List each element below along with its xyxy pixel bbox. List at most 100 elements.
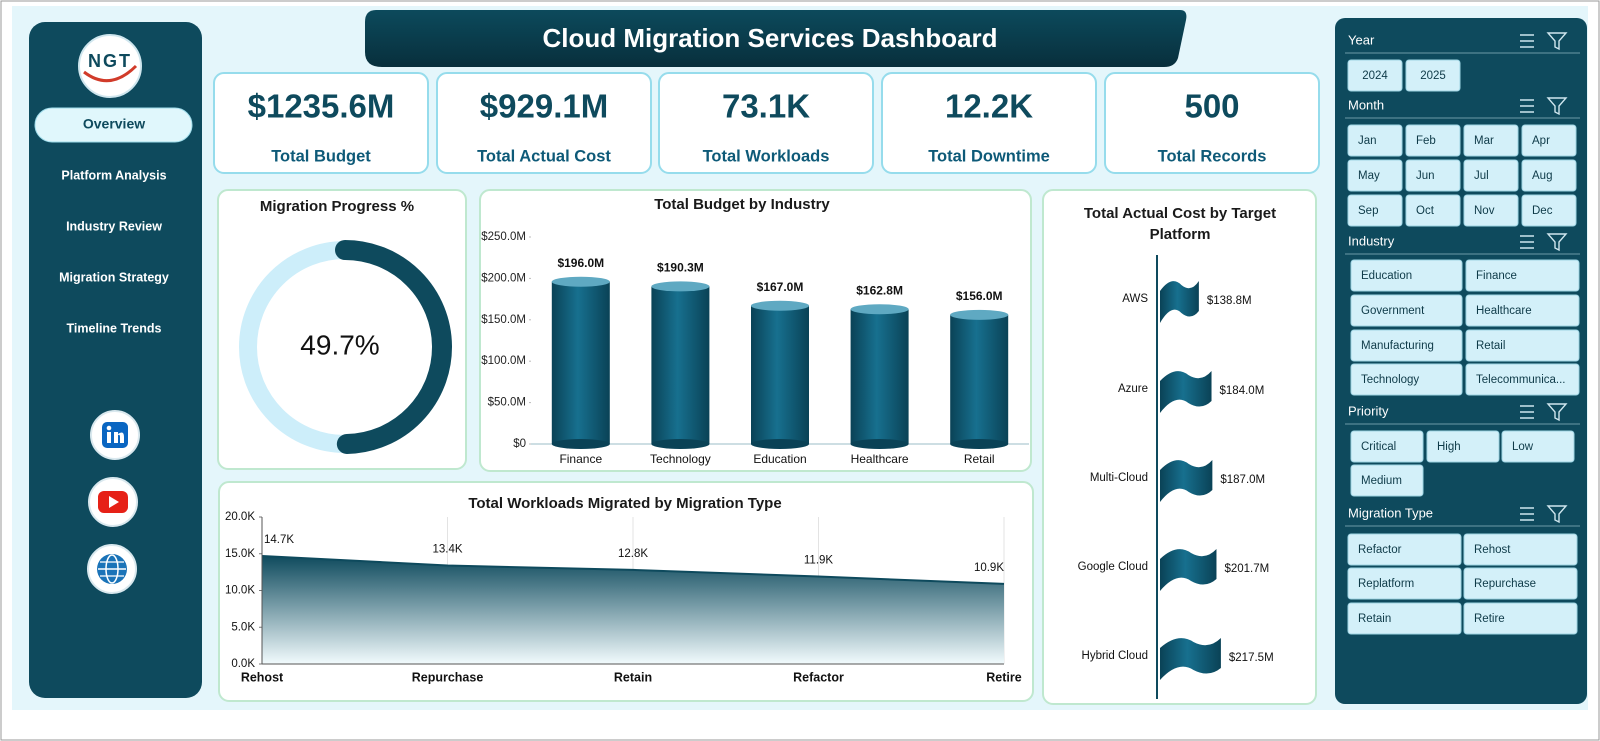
slicer-item[interactable]: Medium — [1361, 475, 1402, 487]
kpi-label: Total Actual Cost — [477, 147, 611, 165]
slicer-item[interactable]: Rehost — [1474, 544, 1511, 556]
kpi-label: Total Workloads — [703, 147, 830, 165]
nav-item[interactable]: Timeline Trends — [67, 321, 162, 335]
slicer-item[interactable]: Retain — [1358, 613, 1391, 625]
slicer-item[interactable]: High — [1437, 441, 1461, 453]
slicer-item[interactable]: Dec — [1532, 205, 1553, 217]
logo — [78, 34, 142, 98]
chart-title: Total Workloads Migrated by Migration Ty… — [468, 495, 781, 512]
slicer-button[interactable] — [1463, 567, 1578, 600]
slicer-button[interactable] — [1465, 329, 1580, 362]
slicer-button[interactable] — [1350, 430, 1424, 463]
slicer-item[interactable]: Nov — [1474, 205, 1495, 217]
bar-cap — [751, 300, 809, 311]
slicer-button[interactable] — [1521, 159, 1577, 192]
slicer-button[interactable] — [1347, 159, 1403, 192]
bar-cap — [950, 309, 1009, 320]
slicer-item[interactable]: 2025 — [1420, 70, 1446, 82]
slicer-item[interactable]: Technology — [1361, 374, 1419, 386]
chart-title-box: Total Actual Cost by Target Platform — [1084, 205, 1276, 243]
clear-filter-icon[interactable] — [1546, 97, 1568, 116]
slicer-item[interactable]: Telecommunica... — [1476, 374, 1565, 386]
slicer-button[interactable] — [1347, 194, 1403, 227]
slicer-item[interactable]: Retail — [1476, 340, 1505, 352]
slicer-button[interactable] — [1426, 430, 1500, 463]
slicer-button[interactable] — [1405, 194, 1461, 227]
slicer-button[interactable] — [1463, 194, 1519, 227]
slicer-item[interactable]: Replatform — [1358, 578, 1414, 590]
slicer-button[interactable] — [1347, 602, 1462, 635]
y-tick-label: 5.0K — [231, 621, 255, 633]
slicer-button[interactable] — [1405, 124, 1461, 157]
bar — [1160, 460, 1213, 502]
slicer-item[interactable]: Oct — [1416, 205, 1435, 217]
linkedin-i — [107, 432, 111, 443]
slicer-button[interactable] — [1521, 124, 1577, 157]
kpi-value: $929.1M — [480, 88, 608, 125]
slicer-button[interactable] — [1350, 259, 1463, 292]
slicer-button[interactable] — [1465, 363, 1580, 396]
data-label: 10.9K — [974, 562, 1004, 574]
slicer-item[interactable]: Feb — [1416, 135, 1436, 147]
slicer-item[interactable]: May — [1358, 170, 1380, 182]
slicer-item[interactable]: Healthcare — [1476, 305, 1532, 317]
data-label: $138.8M — [1207, 295, 1252, 307]
slicer-item[interactable]: Apr — [1532, 135, 1550, 147]
slicer-item[interactable]: Low — [1512, 441, 1534, 453]
clear-filter-icon[interactable] — [1546, 32, 1568, 51]
data-label: $184.0M — [1220, 385, 1265, 397]
slicer-item[interactable]: Critical — [1361, 441, 1396, 453]
nav-active-pill — [34, 107, 193, 143]
slicer-button[interactable] — [1463, 533, 1578, 566]
slicer-button[interactable] — [1347, 124, 1403, 157]
slicer-button[interactable] — [1347, 533, 1462, 566]
slicer-button[interactable] — [1405, 159, 1461, 192]
slicer-button[interactable] — [1501, 430, 1575, 463]
nav-item[interactable]: Industry Review — [66, 219, 162, 233]
slicer-item[interactable]: Repurchase — [1474, 578, 1536, 590]
nav-item[interactable]: Overview — [83, 116, 145, 132]
slicer-item[interactable]: Retire — [1474, 613, 1505, 625]
slicer-item[interactable]: Jan — [1358, 135, 1377, 147]
slicer-button[interactable] — [1465, 259, 1580, 292]
slicer-button[interactable] — [1350, 294, 1463, 327]
y-tick-label: Hybrid Cloud — [1082, 650, 1148, 662]
clear-filter-icon[interactable] — [1546, 505, 1568, 524]
kpi-value: 500 — [1184, 88, 1239, 125]
slicer-button[interactable] — [1463, 602, 1578, 635]
x-tick-label: Retain — [614, 670, 652, 684]
slicer-item[interactable]: Manufacturing — [1361, 340, 1434, 352]
slicer-item[interactable]: Refactor — [1358, 544, 1402, 556]
slicer-button[interactable] — [1465, 294, 1580, 327]
slicer-title: Year — [1348, 32, 1375, 47]
slicer-item[interactable]: Finance — [1476, 270, 1517, 282]
nav-item[interactable]: Platform Analysis — [61, 168, 166, 182]
slicer-button[interactable] — [1347, 59, 1403, 92]
slicer-button[interactable] — [1463, 159, 1519, 192]
slicer-item[interactable]: Mar — [1474, 135, 1494, 147]
y-tick-label: 20.0K — [225, 511, 255, 523]
slicer-button[interactable] — [1521, 194, 1577, 227]
slicer-button[interactable] — [1350, 464, 1424, 497]
slicer-button[interactable] — [1405, 59, 1461, 92]
logo-text: NGT — [88, 51, 132, 71]
slicer-item[interactable]: Jun — [1416, 170, 1435, 182]
clear-filter-icon[interactable] — [1546, 233, 1568, 252]
y-tick-label: $100.0M — [481, 355, 526, 367]
slicer-item[interactable]: Education — [1361, 270, 1412, 282]
slicer-button[interactable] — [1347, 567, 1462, 600]
slicer-item[interactable]: 2024 — [1362, 70, 1388, 82]
bar-base — [651, 439, 710, 449]
slicer-item[interactable]: Government — [1361, 305, 1425, 317]
data-label: $162.8M — [856, 283, 903, 297]
slicer-item[interactable]: Aug — [1532, 170, 1552, 182]
slicer-button[interactable] — [1463, 124, 1519, 157]
slicer-button[interactable] — [1350, 363, 1463, 396]
nav-item[interactable]: Migration Strategy — [59, 270, 169, 284]
slicer-item[interactable]: Sep — [1358, 205, 1378, 217]
youtube-play — [109, 496, 119, 508]
linkedin-n — [114, 432, 124, 443]
slicer-item[interactable]: Jul — [1474, 170, 1489, 182]
slicer-button[interactable] — [1350, 329, 1463, 362]
clear-filter-icon[interactable] — [1546, 403, 1568, 422]
